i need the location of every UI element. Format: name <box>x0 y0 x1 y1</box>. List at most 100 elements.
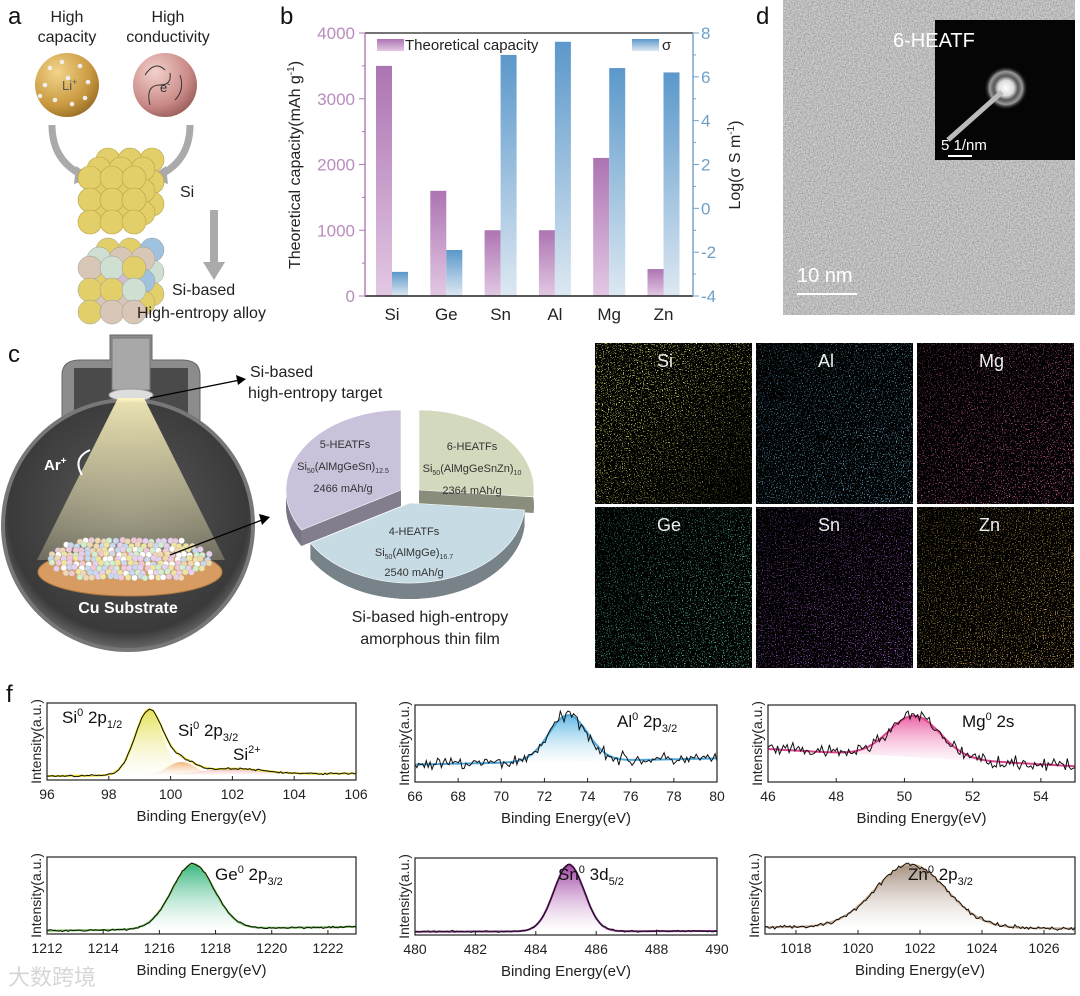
legend-swatch-sigma <box>632 39 659 51</box>
film-atom <box>157 541 165 549</box>
film-atom <box>82 574 90 581</box>
pie-slice-rim-4-HEATFs <box>310 509 525 599</box>
y-right-tick-label: 0 <box>701 199 710 218</box>
peak-label-sup: 0 <box>77 707 83 719</box>
x-tick-label: 484 <box>524 941 548 957</box>
bar-capacity-Si <box>376 65 392 296</box>
slice-5-formula: Si50(AlMgGeSn)12.5 <box>297 461 389 475</box>
panel-label-d: d <box>756 3 769 30</box>
bar-capacity-Ge <box>430 190 447 296</box>
eds-element-label: Sn <box>818 515 840 535</box>
pie-slice-5-HEATFs <box>285 409 402 531</box>
x-tick-label: 96 <box>39 786 55 802</box>
peak-label-sub: 1/2 <box>107 719 122 731</box>
x-axis-title: Binding Energy(eV) <box>136 808 266 825</box>
film-atom <box>178 537 185 544</box>
eds-element-label: Zn <box>979 515 1000 535</box>
target-arrow-icon <box>149 379 241 399</box>
x-tick-label: Al <box>547 305 562 324</box>
pie-slice-4-HEATFs <box>309 502 525 584</box>
lithium-dot <box>52 97 58 103</box>
x-axis-title: Binding Energy(eV) <box>856 810 986 827</box>
si-atom <box>121 187 147 213</box>
bar-capacity-Al <box>538 230 555 296</box>
peak-label-sup: 0 <box>928 864 934 876</box>
high-capacity-line1: High <box>51 9 84 26</box>
si-atom <box>77 187 103 213</box>
x-tick-label: Mg <box>597 305 621 324</box>
peak-label-si: Si0 2p3/2 <box>178 720 238 744</box>
alloy-line2: High-entropy alloy <box>137 305 266 322</box>
alloy-atom <box>121 277 147 303</box>
film-atom <box>206 550 213 558</box>
slice-4-formula: Si50(AlMgGe)16.7 <box>375 547 453 561</box>
y-axis-left-title: Theoretical capacity(mAh g-1) <box>286 61 304 269</box>
panel-f-xps-spectra: 96 98 100 102 104 106 Binding Energy(eV) Intens… <box>28 699 1076 980</box>
panel-label-a: a <box>8 3 22 30</box>
x-tick-label: 1214 <box>88 940 119 956</box>
x-axis-title: Binding Energy(eV) <box>855 962 985 979</box>
film-atom <box>141 574 149 582</box>
sputter-beam <box>37 398 225 560</box>
down-arrow-icon <box>210 210 218 265</box>
x-tick-label: 490 <box>705 941 729 957</box>
y-axis-title: Intensity(a.u.) <box>746 853 762 938</box>
film-atom <box>80 541 88 548</box>
slice-5-name: 5-HEATFs <box>320 439 371 451</box>
x-axis-title: Binding Energy(eV) <box>501 963 631 980</box>
film-atom <box>162 555 169 562</box>
y-right-tick-label: 6 <box>701 68 710 87</box>
film-atom <box>97 559 105 566</box>
y-left-tick-label: 1000 <box>317 221 355 240</box>
film-atom <box>88 574 95 581</box>
bar-sigma-Mg <box>609 68 626 296</box>
peak-label-sub: 5/2 <box>609 876 624 888</box>
lithium-dot <box>65 75 71 81</box>
panel-a-schematic: High capacity High conductivity Li+ e- S… <box>35 9 266 325</box>
alloy-atom <box>77 255 103 281</box>
y-axis-title: Intensity(a.u.) <box>396 701 412 786</box>
film-atom <box>147 541 154 549</box>
film-atom <box>71 563 78 571</box>
raw-spectrum-ge <box>46 862 357 933</box>
x-tick-label: 480 <box>403 941 427 957</box>
film-atom <box>48 559 56 566</box>
slice-6-capacity: 2364 mAh/g <box>442 485 501 497</box>
lithium-dot <box>82 95 88 101</box>
peak-label-ge: Ge0 2p3/2 <box>215 864 283 888</box>
high-conductivity-line2: conductivity <box>126 29 210 46</box>
bar-capacity-Sn <box>484 230 501 296</box>
peak-fill-al-0 <box>415 715 717 765</box>
electron-path-icon <box>144 65 183 106</box>
film-atom <box>137 555 144 562</box>
eds-density-overlay <box>756 507 913 668</box>
y-right-tick-label: 4 <box>701 112 710 131</box>
film-atom <box>148 573 155 581</box>
y-right-tick-label: -2 <box>701 243 716 262</box>
peak-label-sup: 0 <box>238 864 244 876</box>
x-tick-label: 1026 <box>1028 940 1059 956</box>
x-tick-label: 1218 <box>200 940 231 956</box>
y-left-tick-label: 3000 <box>317 90 355 109</box>
film-atom <box>180 550 188 558</box>
peak-label-sn: Sn0 3d5/2 <box>558 864 624 888</box>
film-atom <box>192 565 199 572</box>
li-ion-label: Li+ <box>62 77 77 93</box>
peak-label-al: Al0 2p3/2 <box>617 711 677 735</box>
lithium-dot <box>47 65 53 71</box>
eds-density-overlay <box>595 343 752 504</box>
legend-label-capacity: Theoretical capacity <box>405 37 539 54</box>
x-tick-label: 80 <box>709 788 725 804</box>
pie-caption-line2: amorphous thin film <box>360 631 500 648</box>
slice-5-capacity: 2466 mAh/g <box>313 483 372 495</box>
target-label-line1: Si-based <box>250 364 313 381</box>
peak-label-sup: 0 <box>579 864 585 876</box>
panel-d-tem-image: 6-HEATF 5 1/nm 10 nm <box>783 0 1075 315</box>
peak-label-orbital: 2p <box>934 865 958 884</box>
eds-element-label: Mg <box>979 351 1004 371</box>
alloy-atom <box>121 299 147 325</box>
film-atom <box>84 555 91 562</box>
x-tick-label: 488 <box>645 941 669 957</box>
y-axis-title: Intensity(a.u.) <box>28 699 44 784</box>
film-atom <box>102 550 110 557</box>
